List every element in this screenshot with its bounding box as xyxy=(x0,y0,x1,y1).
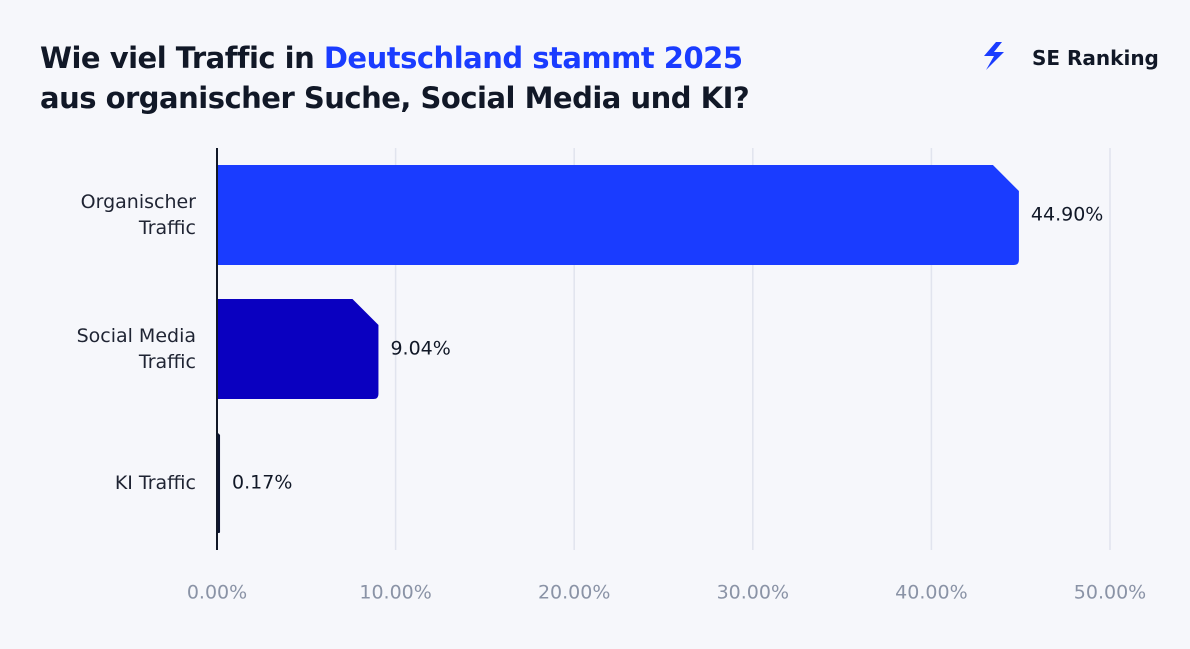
x-tick-label: 10.00% xyxy=(359,582,431,604)
bar xyxy=(218,299,379,399)
chart-title: Wie viel Traffic in Deutschland stammt 2… xyxy=(40,38,750,118)
brand-name: SE Ranking xyxy=(1032,46,1159,70)
y-tick-label: Social Media Traffic xyxy=(76,325,196,373)
title-part: aus organischer Suche, Social Media und … xyxy=(40,81,750,115)
title-part: Wie viel Traffic in xyxy=(40,41,324,75)
bar xyxy=(218,433,221,533)
y-tick-label: KI Traffic xyxy=(114,472,196,494)
bar xyxy=(218,165,1019,265)
y-tick-label: Organischer Traffic xyxy=(80,191,196,239)
x-tick-label: 20.00% xyxy=(538,582,610,604)
x-tick-label: 50.00% xyxy=(1074,582,1146,604)
x-tick-label: 0.00% xyxy=(187,582,247,604)
brand-logo xyxy=(984,42,1004,70)
value-label: 0.17% xyxy=(232,472,292,494)
x-tick-label: 30.00% xyxy=(717,582,789,604)
value-label: 44.90% xyxy=(1031,204,1103,226)
value-label: 9.04% xyxy=(390,338,450,360)
x-tick-label: 40.00% xyxy=(895,582,967,604)
title-highlight: Deutschland stammt 2025 xyxy=(323,41,743,75)
